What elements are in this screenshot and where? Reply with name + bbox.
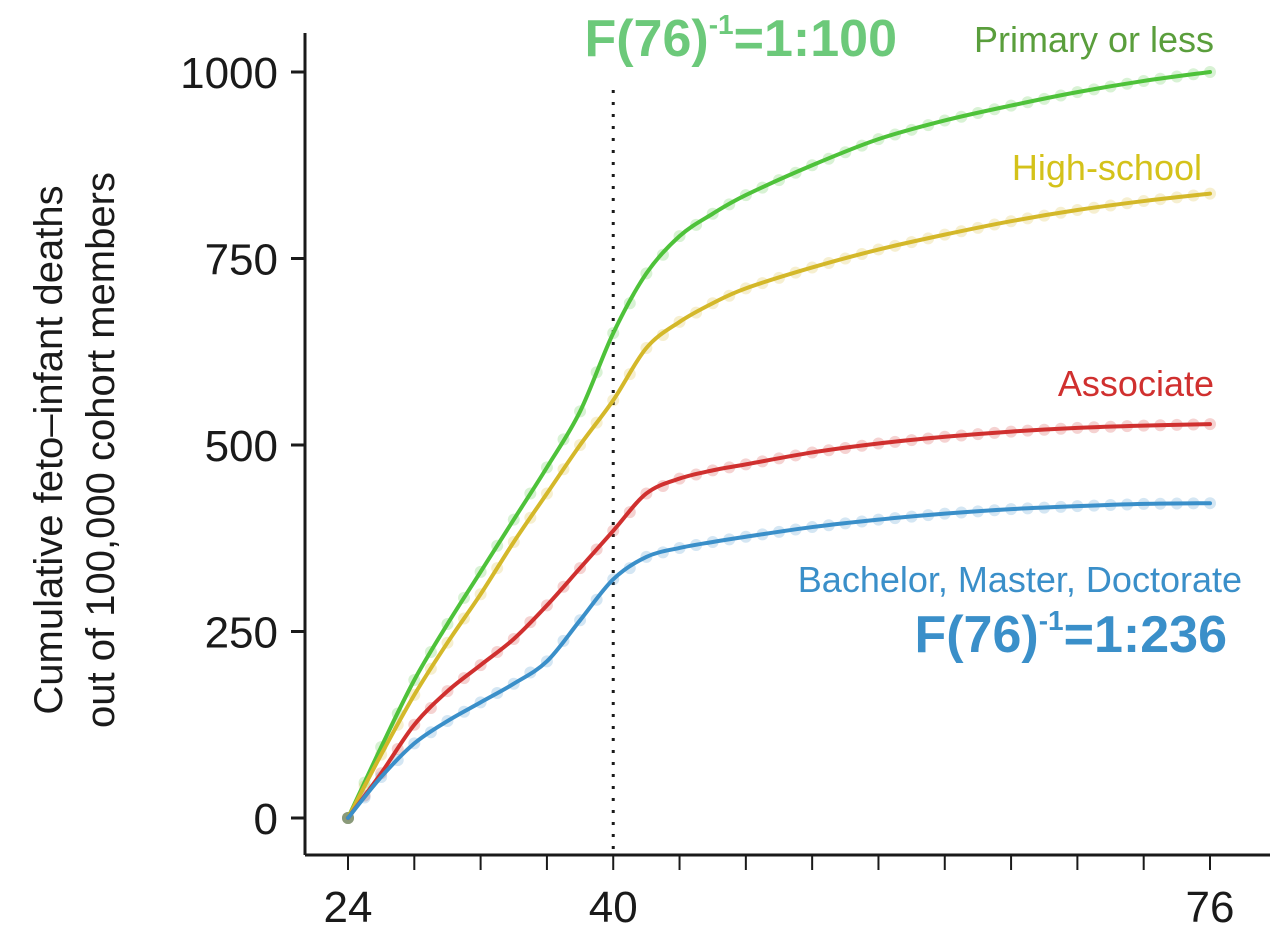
annotation-bottom-tail: =1:236: [1064, 606, 1227, 664]
annotation-top-sup: -1: [709, 9, 734, 40]
series-line-2: [346, 422, 1212, 820]
x-tick-label: 40: [589, 883, 638, 928]
series-label-primary: Primary or less: [974, 19, 1214, 60]
annotation-bottom-sup: -1: [1039, 605, 1064, 636]
series-label-bachelor: Bachelor, Master, Doctorate: [798, 559, 1242, 600]
y-tick-label: 250: [205, 609, 278, 658]
x-tick-label: 76: [1186, 883, 1235, 928]
annotation-top: F(76)-1=1:100: [584, 9, 897, 68]
series-line-1: [346, 191, 1212, 820]
y-tick-label: 0: [254, 795, 278, 844]
series-lines: [346, 70, 1212, 820]
series-label-associate: Associate: [1058, 363, 1214, 404]
y-axis-label-line2: out of 100,000 cohort members: [79, 172, 123, 728]
series-label-high-school: High-school: [1012, 147, 1202, 188]
y-tick-label: 500: [205, 422, 278, 471]
annotation-bottom: F(76)-1=1:236: [914, 605, 1227, 664]
y-ticks: 0 250 500 750 1000: [180, 49, 305, 844]
x-tick-label: 24: [324, 883, 373, 928]
y-tick-label: 1000: [180, 49, 278, 98]
series-line-0: [346, 70, 1212, 820]
y-axis-label-line1: Cumulative feto–infant deaths: [27, 185, 71, 714]
annotation-top-base: F(76): [584, 10, 708, 68]
x-ticks: 24 40 76: [324, 855, 1235, 928]
annotation-bottom-base: F(76): [914, 606, 1038, 664]
y-tick-label: 750: [205, 236, 278, 285]
annotation-top-tail: =1:100: [734, 10, 897, 68]
series-line-3: [346, 501, 1212, 820]
